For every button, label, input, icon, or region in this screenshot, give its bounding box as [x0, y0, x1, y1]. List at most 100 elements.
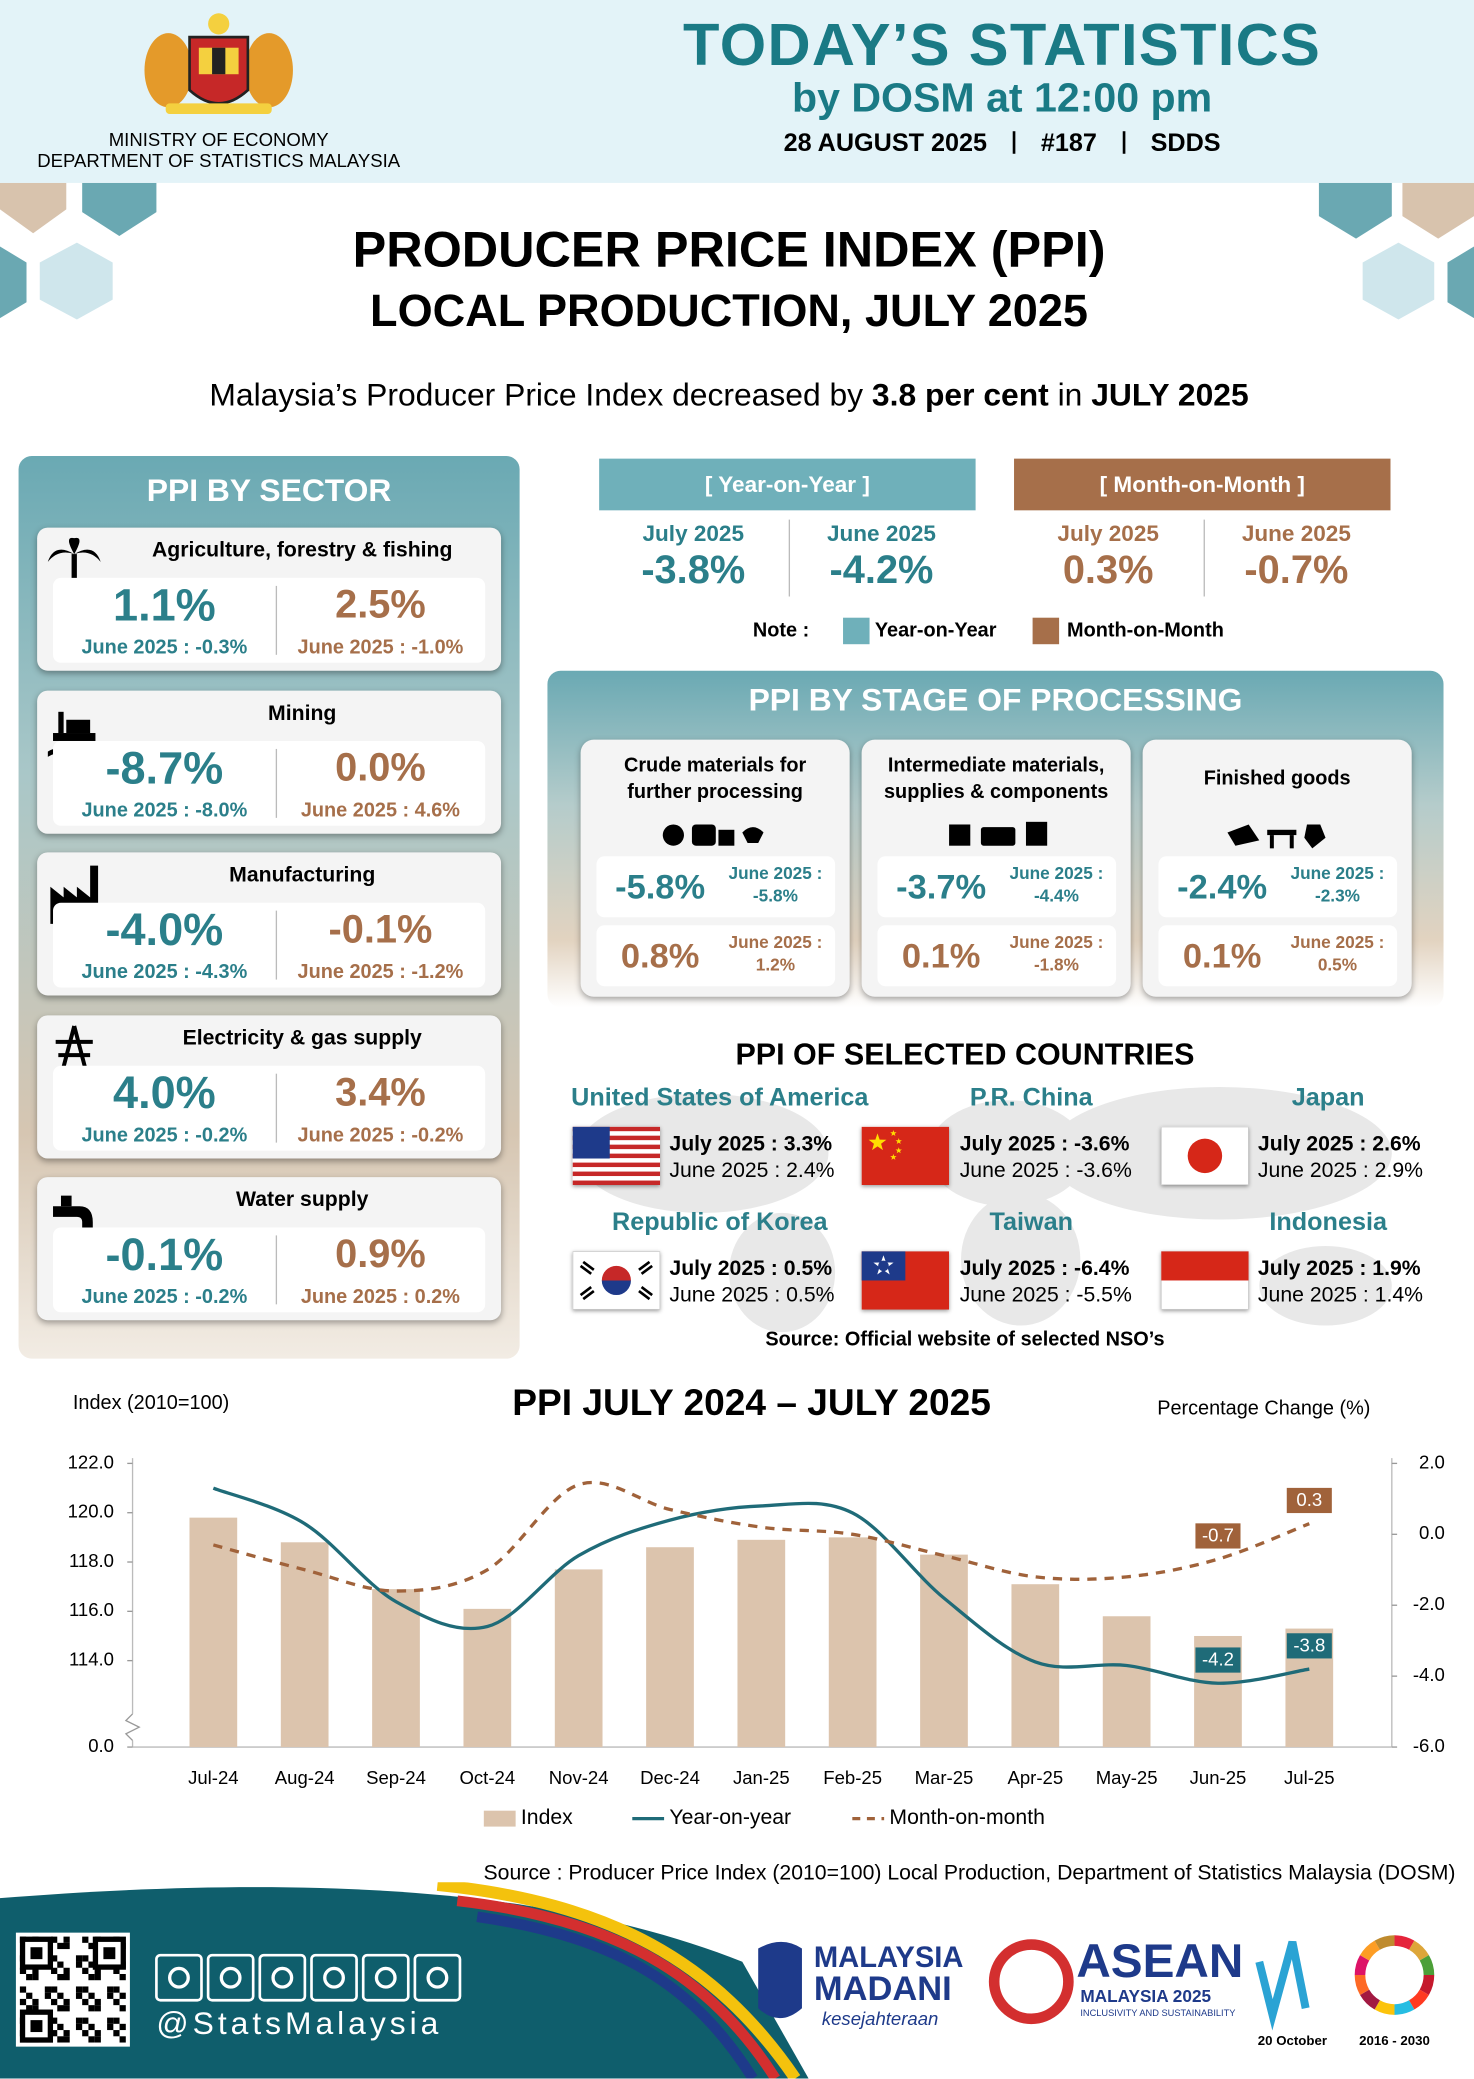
footer: @StatsMalaysia MALAYSIAMADANIkesejahteraa… [0, 1882, 1435, 2079]
decoration [75, 2023, 83, 2031]
flag [1161, 1251, 1249, 1310]
decoration [88, 2036, 95, 2043]
sector-name: Agriculture, forestry & fishing [151, 539, 453, 563]
report-title: PRODUCER PRICE INDEX (PPI) [352, 222, 1106, 279]
divider [1203, 519, 1205, 597]
sector-mom: 2.5% [335, 583, 426, 627]
footer-text: 20 October [1258, 2033, 1327, 2048]
decoration [63, 1967, 70, 1974]
footer-text: MADANI [814, 1970, 952, 2008]
country-name: Indonesia [1269, 1208, 1387, 1237]
country-name: Republic of Korea [612, 1208, 828, 1237]
stage-box: -2.4% June 2025 : -2.3% [1158, 856, 1398, 918]
decoration [980, 827, 1016, 846]
overall-value: -3.8% [641, 548, 746, 593]
sector-values: -0.1% June 2025 : -0.2% 0.9% June 2025 : 0.… [53, 1227, 486, 1313]
stage-name: Crude materials for further processing [623, 754, 807, 804]
decoration [208, 13, 230, 35]
decoration [1269, 835, 1274, 849]
decoration [63, 1998, 70, 2006]
stage-yoy-prev: -5.8% [752, 885, 798, 906]
sector-title: PPI BY SECTOR [146, 473, 392, 510]
issue-line: 28 AUGUST 2025 #187 SDDS [636, 130, 1368, 159]
data-label-box [1286, 1633, 1332, 1659]
sector-card: Mining -8.7% June 2025 : -8.0% 0.0% June 202… [37, 689, 502, 834]
decoration [691, 824, 716, 846]
sector-name: Water supply [236, 1189, 369, 1212]
stage-icons [1227, 824, 1326, 849]
legend-label: Month-on-month [889, 1806, 1044, 1829]
decoration [26, 1992, 33, 1999]
footer-text: MALAYSIA 2025 [1080, 1986, 1211, 2006]
decoration [742, 827, 764, 844]
decoration [113, 1967, 120, 1974]
stage-mom: 0.1% [1182, 935, 1262, 976]
note-yoy: Year-on-Year [874, 619, 997, 642]
country-name: Japan [1291, 1084, 1365, 1113]
decoration [107, 1986, 114, 1993]
decoration [895, 1147, 902, 1154]
bar [646, 1547, 694, 1748]
decoration [572, 1180, 661, 1186]
stage-icons [662, 824, 764, 846]
sector-yoy-prev: June 2025 : -0.2% [81, 1123, 248, 1146]
sector-yoy: 4.0% [113, 1067, 216, 1119]
decoration [57, 2036, 64, 2043]
sdg-wheel [1419, 1974, 1435, 1995]
decoration [1318, 182, 1392, 239]
decoration [168, 1966, 190, 1989]
stage-box: -3.7% June 2025 : -4.4% [877, 856, 1117, 918]
y-tick-label: 116.0 [69, 1599, 114, 1620]
ministry: MINISTRY OF ECONOMY [108, 128, 329, 150]
sector-card: Water supply -0.1% June 2025 : -0.2% 0.9% Ju… [37, 1177, 502, 1321]
decoration [63, 2005, 70, 2012]
decoration [119, 2023, 126, 2031]
decoration [75, 1961, 83, 1968]
footer-text: INCLUSIVITY AND SUSTAINABILITY [1080, 2008, 1235, 2018]
decoration [476, 1911, 758, 2079]
decoration [75, 1955, 83, 1962]
decoration [15, 1932, 130, 2047]
country-current: July 2025 : 3.3% [669, 1133, 833, 1156]
stage-mom-prev: -1.8% [1033, 954, 1079, 975]
decoration [107, 2023, 114, 2031]
y-tick-label: 0.0 [88, 1735, 114, 1756]
stage-yoy: -3.7% [896, 866, 987, 907]
y2-axis-title: Percentage Change (%) [1157, 1397, 1370, 1419]
x-tick-label: Dec-24 [640, 1767, 700, 1788]
decoration [206, 1953, 255, 2002]
decoration [51, 1955, 58, 1962]
decoration [82, 1986, 89, 1993]
decoration [572, 1153, 661, 1159]
divider [788, 519, 791, 597]
legend-swatch [483, 1810, 516, 1827]
decoration [1362, 242, 1435, 320]
decoration [82, 1998, 89, 2006]
axis-break [124, 1713, 141, 1741]
stage-mom-prev-label: June 2025 : [1009, 931, 1104, 952]
decoration [63, 2036, 70, 2043]
sector-values: 4.0% June 2025 : -0.2% 3.4% June 2025 : -0.… [53, 1065, 486, 1150]
decoration [63, 2030, 70, 2037]
sector-mom-prev: June 2025 : -1.2% [297, 961, 464, 984]
decoration [119, 2036, 126, 2043]
country-previous: June 2025 : 2.4% [669, 1159, 835, 1183]
x-tick-label: Jun-25 [1190, 1767, 1247, 1788]
asean-mark [988, 1939, 1074, 2025]
data-label: 0.3 [1296, 1489, 1322, 1510]
decoration [32, 1967, 39, 1974]
stage-yoy-prev: -2.3% [1314, 885, 1360, 906]
decoration [895, 1137, 902, 1144]
x-tick-label: Jan-25 [733, 1767, 790, 1788]
sector-values: -8.7% June 2025 : -8.0% 0.0% June 2025 : 4.… [53, 740, 486, 826]
chart: PPI JULY 2024 – JULY 2025 Index (2010=100… [68, 1381, 1445, 1829]
bar [920, 1554, 968, 1748]
x-tick-label: Nov-24 [549, 1767, 609, 1788]
overall-period: June 2025 [826, 520, 936, 547]
country-current: July 2025 : -6.4% [959, 1257, 1130, 1281]
decoration [82, 1955, 89, 1962]
stage-yoy-prev: -4.4% [1033, 885, 1079, 906]
sector-mom: 3.4% [335, 1070, 426, 1115]
stage-yoy-prev-label: June 2025 : [1009, 862, 1104, 883]
stage-title: PPI BY STAGE OF PROCESSING [748, 682, 1243, 719]
